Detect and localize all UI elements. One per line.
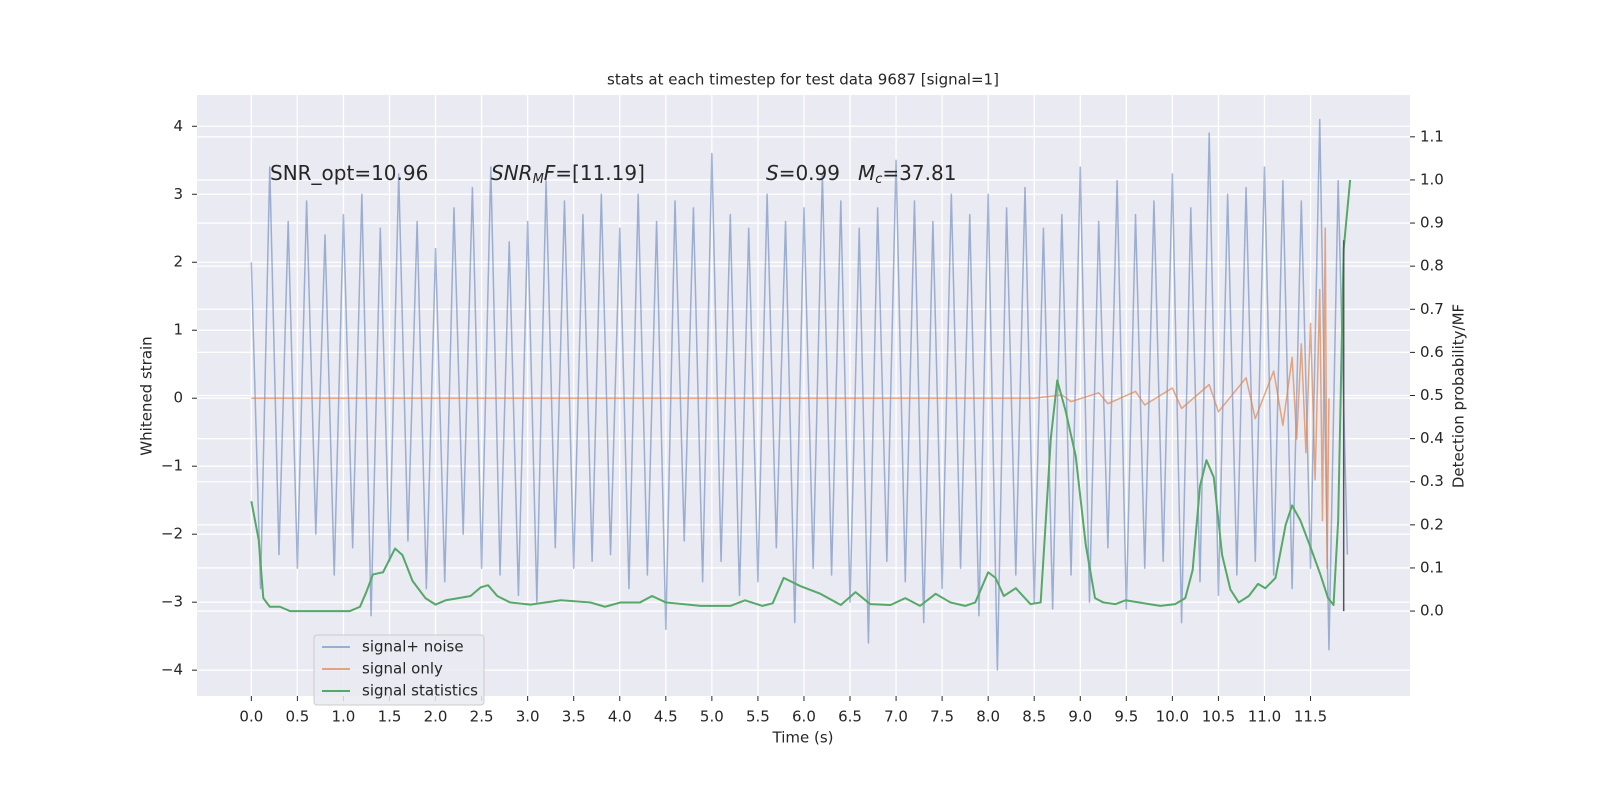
y2-tick-label: 0.8	[1420, 257, 1444, 275]
x-tick-label: 0.5	[285, 708, 309, 726]
x-tick-label: 2.0	[424, 708, 448, 726]
y2-tick-label: 0.9	[1420, 214, 1444, 232]
legend-box	[313, 634, 485, 706]
annotation-text: =37.81	[882, 161, 956, 185]
series-line	[251, 227, 1330, 569]
annotation-text: SNR	[491, 161, 533, 185]
annotation-text: c	[875, 172, 882, 187]
x-tick-label: 7.0	[884, 708, 908, 726]
x-tick-label: 10.5	[1202, 708, 1235, 726]
x-tick-label: 10.0	[1156, 708, 1189, 726]
x-tick-label: 9.0	[1068, 708, 1092, 726]
annotation: S=0.99	[766, 161, 840, 185]
annotation: Mc=37.81	[858, 161, 956, 187]
x-tick-label: 8.5	[1022, 708, 1046, 726]
x-tick-label: 11.0	[1248, 708, 1281, 726]
x-tick-label: 8.0	[976, 708, 1000, 726]
legend: signal+ noise signal only signal statistic…	[313, 634, 485, 706]
annotation-text: M	[533, 172, 544, 187]
legend-label: signal statistics	[362, 682, 478, 700]
x-tick-label: 4.0	[608, 708, 632, 726]
y-tick-label: −2	[161, 525, 183, 543]
legend-label: signal+ noise	[362, 638, 464, 656]
x-tick-label: 2.5	[470, 708, 494, 726]
x-tick-label: 5.5	[746, 708, 770, 726]
y-tick-label: 4	[173, 117, 183, 135]
x-tick-label: 7.5	[930, 708, 954, 726]
legend-label: signal only	[362, 660, 443, 678]
x-tick-label: 1.5	[378, 708, 402, 726]
x-tick-label: 4.5	[654, 708, 678, 726]
y-tick-label: 0	[173, 389, 183, 407]
y2-tick-label: 1.0	[1420, 170, 1444, 188]
x-axis-label: Time (s)	[772, 729, 834, 747]
y2-tick-label: 0.1	[1420, 558, 1444, 576]
x-tick-label: 6.0	[792, 708, 816, 726]
annotation-text: M	[858, 161, 875, 185]
annotation-text: SNR_opt=10.96	[270, 161, 428, 185]
y2-tick-label: 0.2	[1420, 515, 1444, 533]
chart-title: stats at each timestep for test data 968…	[607, 71, 999, 89]
y-tick-label: −3	[161, 593, 183, 611]
y2-axis-label: Detection probability/MF	[1450, 304, 1468, 488]
x-tick-label: 3.5	[562, 708, 586, 726]
y-tick-label: 1	[173, 321, 183, 339]
y-tick-label: 3	[173, 185, 183, 203]
annotation: SNRMF=[11.19]	[491, 161, 645, 187]
y2-tick-label: 0.0	[1420, 602, 1444, 620]
x-tick-label: 1.0	[332, 708, 356, 726]
x-tick-label: 9.5	[1114, 708, 1138, 726]
y2-tick-label: 0.4	[1420, 429, 1444, 447]
x-tick-label: 3.0	[516, 708, 540, 726]
y-tick-label: −4	[161, 661, 183, 679]
x-tick-label: 6.5	[838, 708, 862, 726]
annotation-text: =[11.19]	[555, 161, 645, 185]
series-line	[250, 118, 1349, 671]
series-line	[250, 179, 1352, 613]
y2-tick-label: 1.1	[1420, 127, 1444, 145]
marks	[250, 118, 1352, 671]
x-tick-label: 0.0	[239, 708, 263, 726]
y-axis-label: Whitened strain	[138, 336, 156, 455]
y2-tick-label: 0.6	[1420, 343, 1444, 361]
y2-tick-label: 0.7	[1420, 300, 1444, 318]
y-tick-label: −1	[161, 457, 183, 475]
annotation-text: S	[766, 161, 779, 185]
y2-tick-label: 0.5	[1420, 386, 1444, 404]
y2-tick-label: 0.3	[1420, 472, 1444, 490]
y-tick-label: 2	[173, 253, 183, 271]
annotation-text: F	[544, 161, 556, 185]
x-tick-label: 11.5	[1294, 708, 1327, 726]
annotation: SNR_opt=10.96	[270, 161, 428, 185]
annotation-text: =0.99	[779, 161, 840, 185]
x-tick-label: 5.0	[700, 708, 724, 726]
